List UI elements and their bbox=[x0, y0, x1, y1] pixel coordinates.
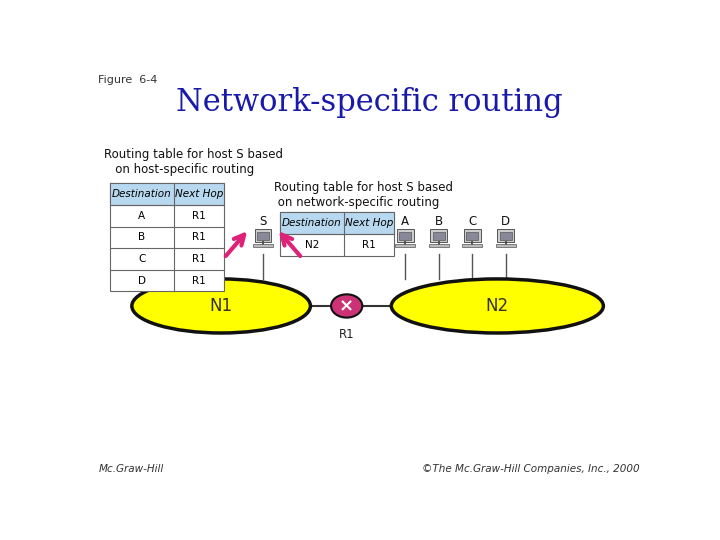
FancyBboxPatch shape bbox=[280, 212, 394, 234]
Text: R1: R1 bbox=[192, 254, 206, 264]
FancyBboxPatch shape bbox=[280, 212, 394, 255]
Text: Mc.Graw-Hill: Mc.Graw-Hill bbox=[99, 464, 163, 474]
Text: Routing table for host S based
   on host-specific routing: Routing table for host S based on host-s… bbox=[104, 148, 283, 176]
FancyBboxPatch shape bbox=[395, 244, 415, 246]
FancyBboxPatch shape bbox=[429, 244, 449, 246]
Text: A: A bbox=[138, 211, 145, 221]
Text: Figure  6-4: Figure 6-4 bbox=[99, 75, 158, 85]
FancyBboxPatch shape bbox=[498, 228, 514, 242]
Text: C: C bbox=[468, 215, 477, 228]
Text: B: B bbox=[138, 232, 145, 242]
Text: R1: R1 bbox=[362, 240, 376, 250]
Ellipse shape bbox=[132, 279, 310, 333]
Text: N2: N2 bbox=[305, 240, 319, 250]
Text: R1: R1 bbox=[192, 211, 206, 221]
Text: Next Hop: Next Hop bbox=[175, 189, 223, 199]
Text: Routing table for host S based
 on network-specific routing: Routing table for host S based on networ… bbox=[274, 181, 453, 209]
FancyBboxPatch shape bbox=[397, 228, 413, 242]
FancyBboxPatch shape bbox=[255, 228, 271, 242]
FancyBboxPatch shape bbox=[431, 228, 447, 242]
Text: S: S bbox=[259, 215, 266, 228]
Text: D: D bbox=[501, 215, 510, 228]
Text: Next Hop: Next Hop bbox=[345, 218, 393, 228]
Text: R1: R1 bbox=[192, 232, 206, 242]
Text: R1: R1 bbox=[339, 328, 354, 341]
Text: D: D bbox=[138, 275, 145, 286]
Text: A: A bbox=[401, 215, 409, 228]
Text: C: C bbox=[138, 254, 145, 264]
FancyBboxPatch shape bbox=[433, 232, 445, 240]
Text: N2: N2 bbox=[486, 297, 509, 315]
FancyBboxPatch shape bbox=[500, 232, 512, 240]
FancyBboxPatch shape bbox=[109, 183, 224, 292]
FancyBboxPatch shape bbox=[496, 244, 516, 246]
FancyBboxPatch shape bbox=[400, 232, 411, 240]
FancyBboxPatch shape bbox=[109, 183, 224, 205]
Text: B: B bbox=[435, 215, 443, 228]
Text: Network-specific routing: Network-specific routing bbox=[176, 87, 562, 118]
Text: Destination: Destination bbox=[282, 218, 342, 228]
FancyBboxPatch shape bbox=[464, 228, 481, 242]
FancyBboxPatch shape bbox=[253, 244, 273, 246]
Text: N1: N1 bbox=[210, 297, 233, 315]
Text: R1: R1 bbox=[192, 275, 206, 286]
FancyBboxPatch shape bbox=[462, 244, 482, 246]
FancyBboxPatch shape bbox=[467, 232, 478, 240]
Circle shape bbox=[331, 294, 362, 318]
Text: ©The Mc.Graw-Hill Companies, Inc., 2000: ©The Mc.Graw-Hill Companies, Inc., 2000 bbox=[422, 464, 639, 474]
Ellipse shape bbox=[392, 279, 603, 333]
Text: Destination: Destination bbox=[112, 189, 171, 199]
FancyBboxPatch shape bbox=[257, 232, 269, 240]
Text: ×: × bbox=[339, 297, 354, 315]
